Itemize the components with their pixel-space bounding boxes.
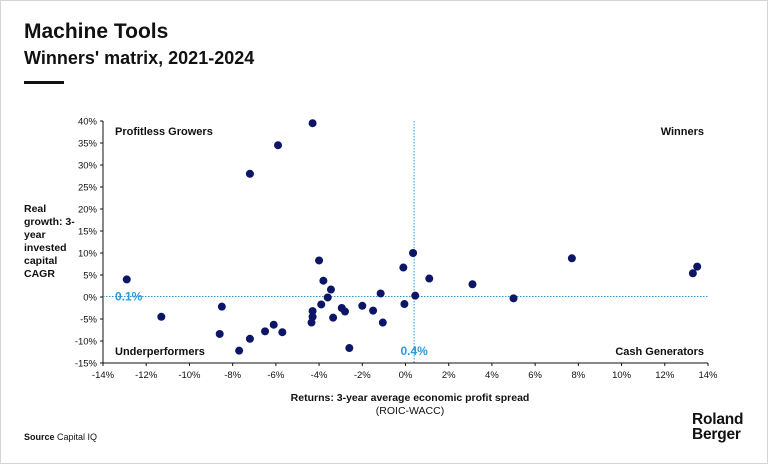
x-tick-label: 12%: [655, 370, 675, 381]
y-reference-label: 0.1%: [115, 290, 143, 304]
x-tick-label: -6%: [267, 370, 284, 381]
data-point: [326, 285, 335, 294]
x-tick-label: 2%: [442, 370, 456, 381]
data-point: [217, 302, 226, 311]
data-point: [369, 306, 378, 315]
y-tick-label: 10%: [78, 249, 98, 260]
data-point: [376, 289, 385, 298]
y-axis-label: Real growth: 3-year invested capital CAG…: [24, 203, 75, 280]
y-tick-label: 35%: [78, 139, 98, 150]
data-point: [308, 119, 317, 128]
data-point: [315, 256, 324, 265]
y-tick-label: 0%: [83, 293, 97, 304]
source-note: Source Capital IQ: [24, 432, 97, 442]
data-point: [509, 294, 518, 303]
data-point: [215, 329, 224, 338]
data-point: [261, 327, 270, 336]
x-tick-label: -12%: [135, 370, 158, 381]
data-point: [358, 301, 367, 310]
x-tick-label: 14%: [698, 370, 718, 381]
quadrant-label-bottom-right: Cash Generators: [615, 346, 704, 358]
x-tick-label: 6%: [528, 370, 542, 381]
data-point: [425, 274, 434, 283]
data-point: [269, 320, 278, 329]
data-point: [411, 291, 420, 300]
y-tick-label: 15%: [78, 227, 98, 238]
quadrant-label-top-right: Winners: [661, 126, 704, 138]
x-tick-label: 8%: [571, 370, 585, 381]
x-tick-label: 4%: [485, 370, 499, 381]
x-tick-label: -4%: [311, 370, 328, 381]
page-subtitle: Winners' matrix, 2021-2024: [24, 48, 255, 68]
y-tick-label: -10%: [75, 337, 98, 348]
y-tick-label: -15%: [75, 359, 98, 370]
data-point: [317, 300, 326, 309]
x-axis-label: Returns: 3-year average economic profit …: [290, 392, 530, 404]
x-tick-label: -14%: [92, 370, 115, 381]
data-point: [319, 276, 328, 285]
data-point: [329, 313, 338, 322]
data-point: [122, 275, 131, 284]
brand-logo: Roland Berger: [692, 411, 744, 443]
data-point: [468, 280, 477, 289]
data-point: [157, 312, 166, 321]
logo-line-1: Roland: [692, 411, 744, 428]
x-tick-label: -10%: [178, 370, 201, 381]
source-label: Source: [24, 432, 55, 442]
y-tick-label: 30%: [78, 161, 98, 172]
x-tick-label: -2%: [354, 370, 371, 381]
title-underline: [24, 81, 64, 84]
data-point: [307, 318, 316, 327]
data-point: [323, 293, 332, 302]
y-tick-label: 25%: [78, 183, 98, 194]
data-point: [245, 334, 254, 343]
page-title: Machine Tools: [24, 20, 169, 43]
data-point: [399, 263, 408, 272]
data-point: [693, 262, 702, 271]
data-point: [378, 318, 387, 327]
data-point: [567, 254, 576, 263]
quadrant-label-bottom-left: Underperformers: [115, 346, 205, 358]
data-point: [400, 300, 409, 309]
data-point: [274, 141, 283, 150]
x-tick-label: 0%: [399, 370, 413, 381]
logo-line-2: Berger: [692, 426, 741, 443]
data-point: [409, 249, 418, 257]
data-point: [308, 307, 317, 316]
y-tick-label: 20%: [78, 205, 98, 216]
data-point: [235, 346, 244, 355]
y-tick-label: 5%: [83, 271, 97, 282]
data-point: [278, 328, 287, 337]
data-point: [345, 344, 354, 353]
x-tick-label: 10%: [612, 370, 632, 381]
y-tick-label: 40%: [78, 117, 98, 128]
quadrant-label-top-left: Profitless Growers: [115, 126, 213, 138]
data-point: [688, 269, 697, 278]
data-point: [245, 169, 254, 178]
x-tick-label: -8%: [224, 370, 241, 381]
x-reference-label: 0.4%: [400, 344, 428, 358]
y-tick-label: -5%: [80, 315, 97, 326]
source-text: Capital IQ: [57, 432, 98, 442]
data-point: [341, 307, 349, 316]
x-axis-sublabel: (ROIC-WACC): [375, 405, 445, 417]
